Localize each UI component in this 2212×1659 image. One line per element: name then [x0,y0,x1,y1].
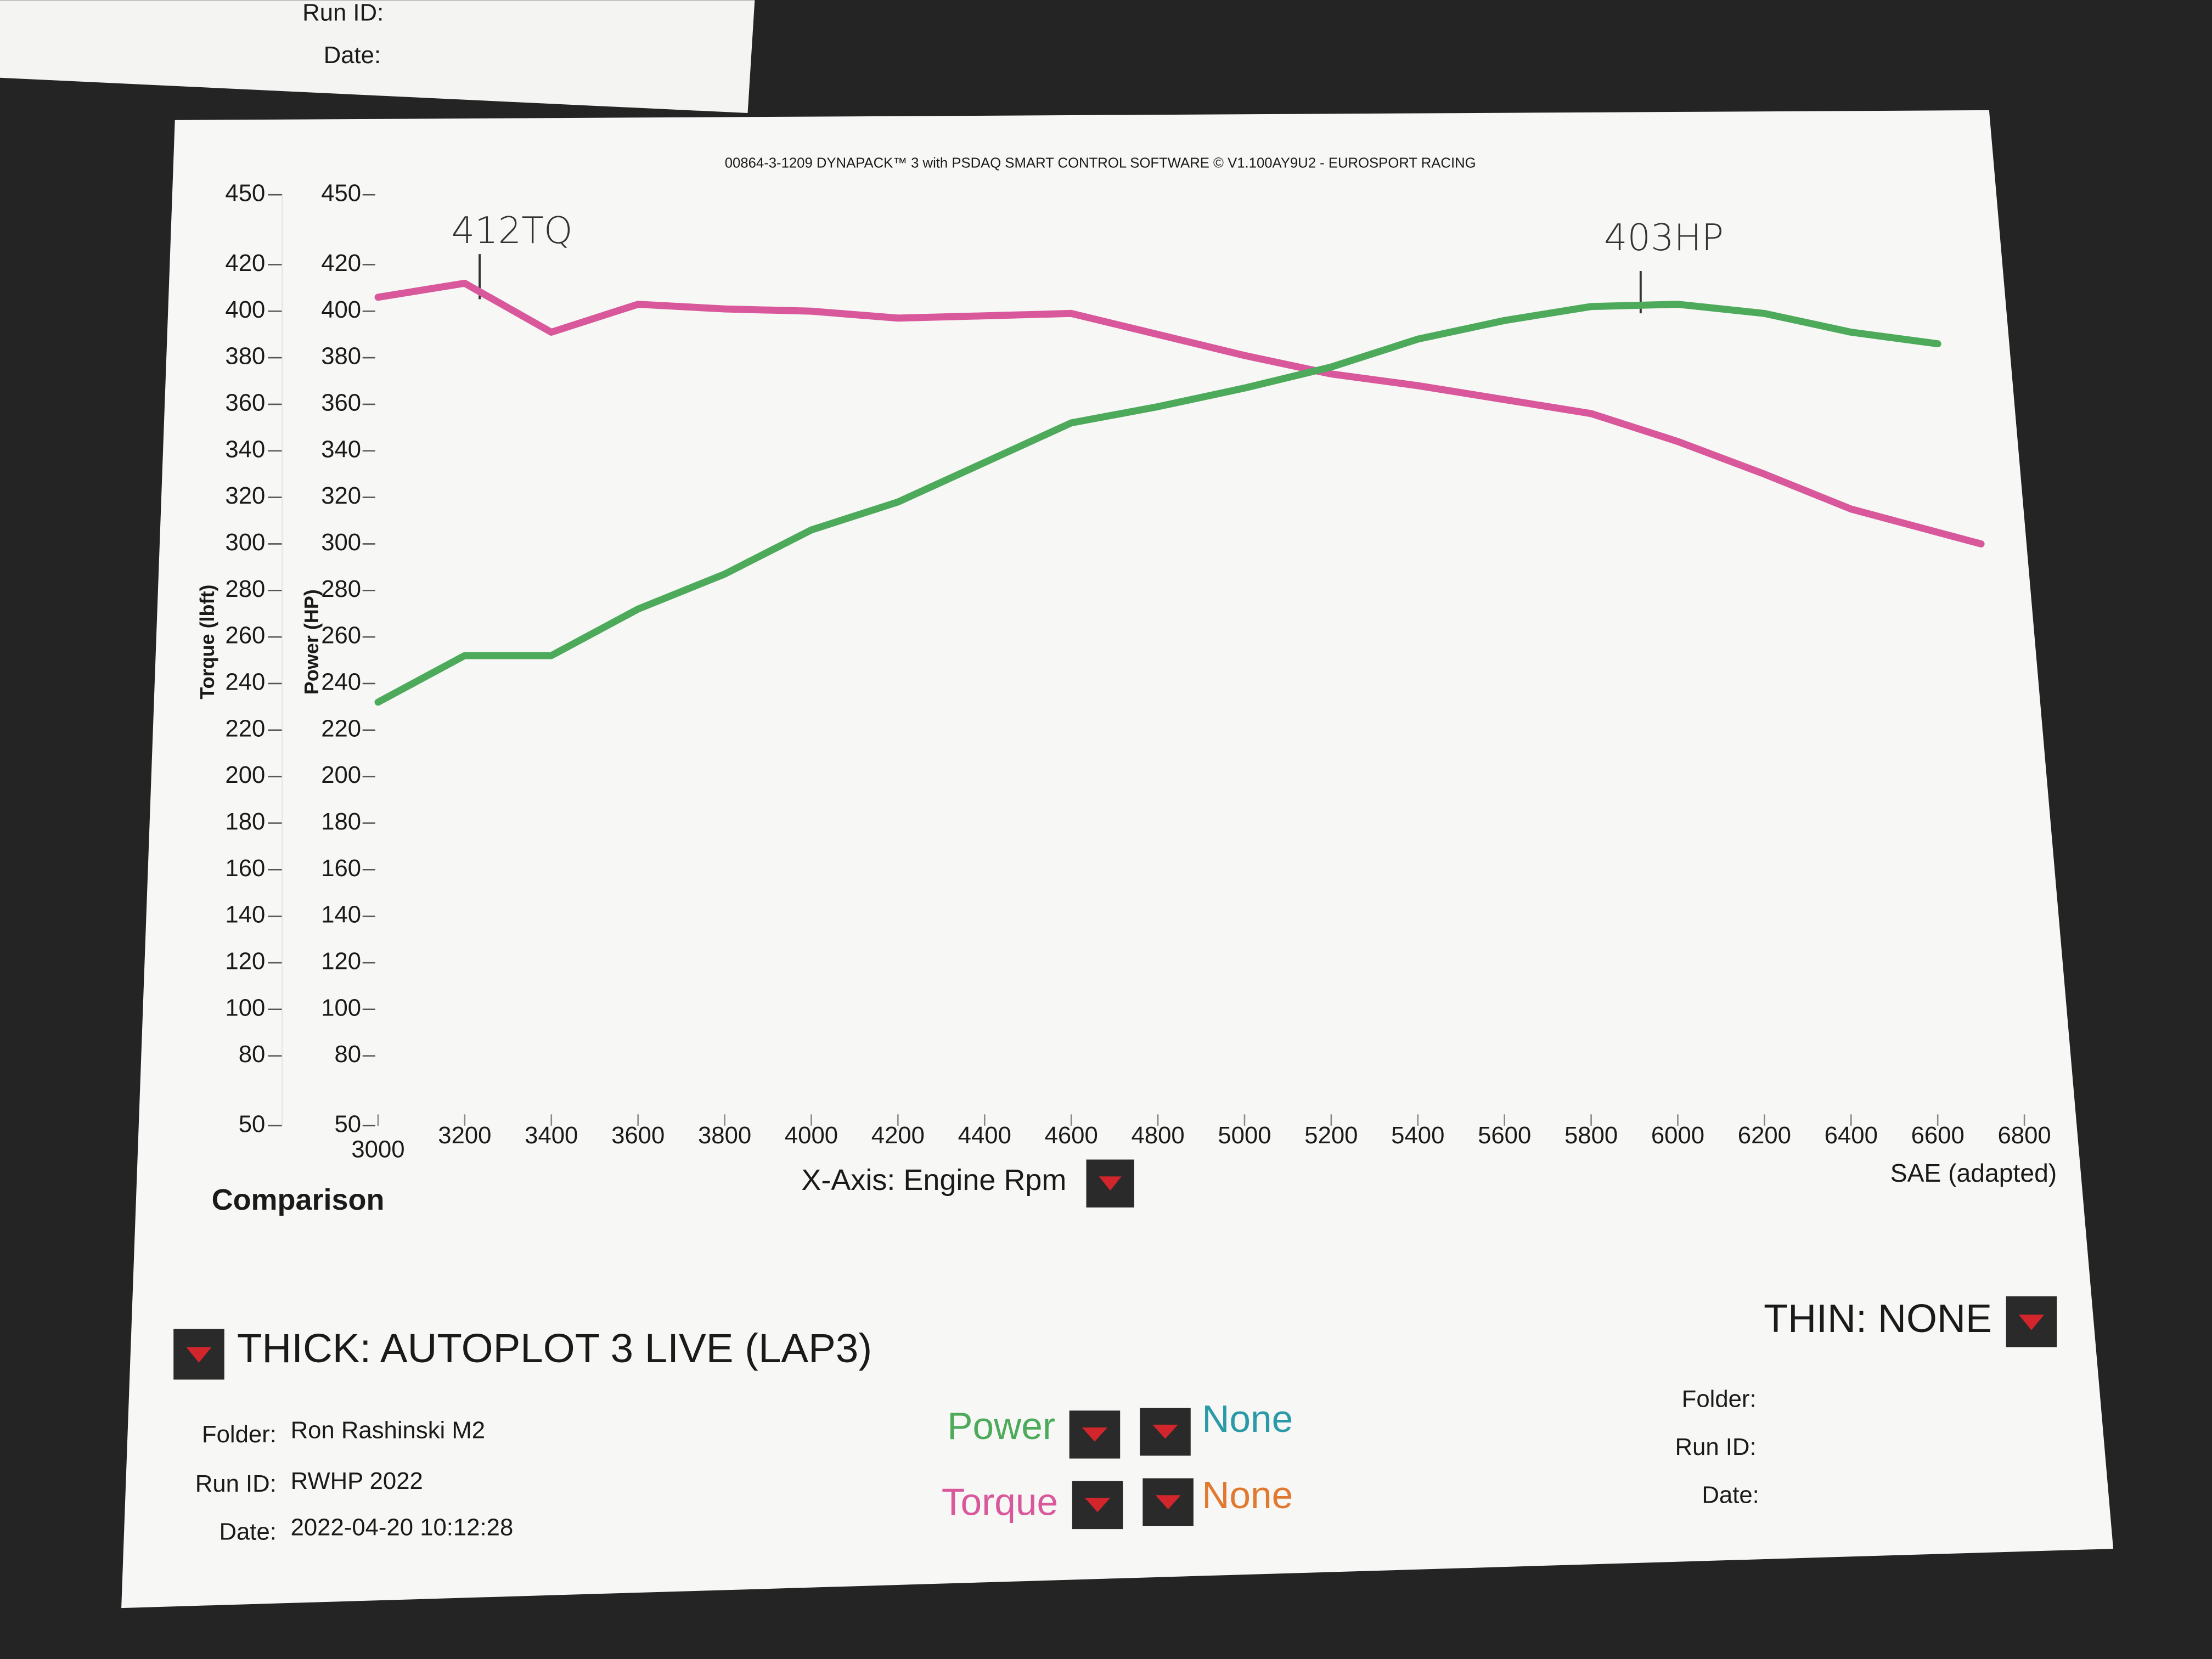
x-tick-label: 4800 [1131,1122,1184,1149]
y-axis-label: Torque (lbft) [196,584,218,699]
y-tick-label: 140 [225,901,265,928]
y2-tick-label: 220 [321,715,361,742]
x-tick-label: 4400 [958,1122,1011,1149]
dropdown-arrow [186,1347,212,1363]
y-tick-label: 240 [225,668,265,695]
legend-entry: Power [947,1404,1055,1447]
run-id-value: RWHP 2022 [291,1468,423,1494]
dropdown-arrow [1099,1176,1122,1191]
y2-tick-label: 180 [321,808,361,835]
dropdown-arrow [1152,1424,1178,1439]
annotation: 403HP [1604,216,1724,259]
x-tick-label: 3400 [525,1122,578,1149]
folder-value: Ron Rashinski M2 [291,1417,486,1443]
y-tick-label: 280 [225,575,265,602]
thin-legend-entry: None [1202,1397,1293,1440]
y-tick-label: 120 [225,947,265,974]
run-id-label: Run ID: [195,1470,277,1497]
thin-title: THIN: NONE [1764,1297,1992,1341]
dropdown-arrow [1155,1495,1181,1510]
y2-tick-label: 300 [321,529,361,556]
y2-tick-label: 50 [335,1110,362,1137]
y2-tick-label: 400 [321,296,361,323]
y2-tick-label: 100 [321,994,361,1021]
thick-title: THICK: AUTOPLOT 3 LIVE (LAP3) [237,1325,872,1371]
dropdown-arrow [2018,1314,2045,1330]
dropdown-arrow [1084,1498,1111,1513]
x-axis-label: X-Axis: Engine Rpm [801,1164,1066,1197]
thin-run-id-label: Run ID: [1675,1434,1757,1460]
y2-tick-label: 420 [321,250,361,276]
x-tick-label: 4000 [785,1122,838,1149]
y-tick-label: 340 [225,436,265,462]
legend-entry: Torque [942,1481,1058,1523]
chart-title: 00864-3-1209 DYNAPACK™ 3 with PSDAQ SMAR… [725,155,1476,171]
x-tick-label: 6000 [1651,1122,1704,1149]
y-tick-label: 380 [225,343,265,370]
thin-folder-label: Folder: [1682,1386,1757,1413]
y-tick-label: 260 [225,622,265,649]
background-paper [0,0,755,114]
y-tick-label: 450 [225,180,265,207]
x-tick-label: 5200 [1304,1122,1358,1149]
y2-tick-label: 380 [321,343,361,370]
y-tick-label: 80 [239,1041,266,1068]
x-tick-label: 5800 [1564,1122,1618,1149]
y-tick-label: 400 [225,296,265,323]
x-tick-label: 6800 [1997,1122,2051,1149]
y2-tick-label: 200 [321,761,361,788]
x-tick-label: 3800 [698,1122,751,1149]
series-line [374,279,1985,548]
y2-tick-label: 320 [321,482,361,509]
x-tick-label: 3200 [438,1122,491,1149]
y-tick-label: 200 [225,761,265,788]
bg-date-label: Date: [324,42,381,69]
y2-tick-label: 120 [321,947,361,974]
y-tick-label: 50 [239,1110,266,1137]
x-tick-label: 3600 [611,1122,665,1149]
thin-date-label: Date: [1702,1482,1759,1509]
x-tick-label: 6400 [1825,1122,1878,1149]
y-tick-label: 100 [225,994,265,1021]
y-tick-label: 220 [225,715,265,742]
y2-tick-label: 240 [321,668,361,695]
bg-run-id-label: Run ID: [302,0,384,26]
date-label: Date: [219,1518,276,1545]
y2-tick-label: 140 [321,901,361,928]
y2-tick-label: 280 [321,575,361,602]
x-tick-label: 4200 [871,1122,925,1149]
x-tick-label: 5400 [1391,1122,1444,1149]
annotation: 412TQ [452,209,573,252]
y-tick-label: 160 [225,855,265,882]
date-value: 2022-04-20 10:12:28 [291,1514,514,1541]
y-tick-label: 300 [225,529,265,556]
paper [121,110,2114,1609]
folder-label: Folder: [202,1421,277,1448]
x-tick-label: 6200 [1738,1122,1791,1149]
y2-tick-label: 450 [321,180,361,207]
y2-tick-label: 80 [335,1041,362,1068]
x-tick-label: 6600 [1911,1122,1965,1149]
y2-tick-label: 160 [321,855,361,882]
y-tick-label: 360 [225,389,265,416]
x-tick-label: 5000 [1218,1122,1271,1149]
y2-tick-label: 340 [321,436,361,462]
y2-axis-label: Power (HP) [300,589,323,695]
dropdown-arrow [1082,1427,1108,1442]
thin-legend-entry: None [1202,1474,1293,1516]
y-tick-label: 320 [225,482,265,509]
comparison-label: Comparison [212,1183,385,1216]
y2-tick-label: 360 [321,389,361,416]
series-line [374,301,1941,706]
rating-label: SAE (adapted) [1890,1159,2057,1187]
y-tick-label: 180 [225,808,265,835]
y-tick-label: 420 [225,250,265,276]
x-tick-label: 3000 [351,1136,404,1163]
x-tick-label: 4600 [1045,1122,1098,1149]
y2-tick-label: 260 [321,622,361,649]
x-tick-label: 5600 [1478,1122,1531,1149]
